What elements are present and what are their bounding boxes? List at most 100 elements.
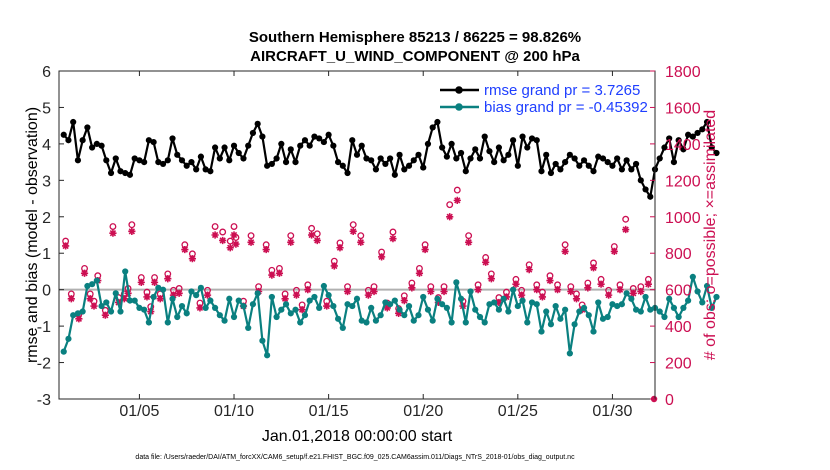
bias-point [420,293,427,301]
obs-possible-marker [446,201,454,209]
bias-point [349,302,356,310]
rmse-point [448,140,455,147]
rmse-point [264,162,271,169]
obs-assimilated-marker [370,287,378,296]
bias-point [297,319,304,326]
bias-point [193,292,200,299]
obs-assimilated-marker [383,304,391,312]
bias-point [230,313,238,321]
rmse-point [614,155,621,162]
bias-point [453,279,460,286]
bias-point [226,295,233,302]
obs-assimilated-marker [637,287,645,296]
bias-point [543,308,550,315]
obs-assimilated-marker [336,244,344,252]
rmse-point [585,162,592,169]
rmse-point [472,146,479,153]
rmse-point [453,155,460,162]
rmse-point [164,157,171,164]
rmse-point [268,160,275,168]
bias-point [514,302,521,310]
chart-title: Southern Hemisphere 85213 / 86225 = 98.8… [249,29,581,46]
obs-assimilated-marker [446,213,454,221]
rmse-point [481,133,488,140]
bias-point [183,310,190,317]
obs-assimilated-marker [287,238,295,246]
rmse-point [174,151,181,158]
obs-possible-marker [453,186,461,194]
bias-point [505,308,512,315]
rmse-point [89,144,96,151]
obs-assimilated-marker [395,309,403,317]
obs-assimilated-marker [377,253,386,261]
rmse-point [306,142,313,149]
rmse-point [211,144,219,151]
obs-assimilated-marker [175,289,183,297]
bias-point [491,299,498,306]
obs-assimilated-marker [268,271,276,279]
rmse-point [334,159,342,166]
bias-point [169,295,176,302]
rmse-point [703,118,711,126]
obs-assimilated-marker [533,286,541,294]
rmse-point [183,162,190,169]
y-right-tick-label: 800 [665,246,692,263]
y-right-tick-label: 600 [665,283,692,300]
bias-point [424,306,432,313]
rmse-point [117,168,124,175]
rmse-point [462,168,469,175]
y-tick-label: 1 [42,246,51,263]
bias-point [221,317,228,324]
obs-assimilated-marker [357,238,365,246]
rmse-point [254,120,261,127]
bias-point [249,301,257,308]
rmse-point [344,169,351,177]
rmse-point [595,153,602,160]
rmse-point [670,159,678,166]
bias-point [131,297,138,304]
obs-assimilated-marker [427,287,435,296]
rmse-point [358,142,365,149]
y-axis-label: rmse and bias (model - observation) [24,107,41,363]
rmse-point [93,140,100,147]
bias-point [273,313,280,321]
rmse-point [387,155,394,162]
obs-assimilated-marker [80,269,89,277]
rmse-point [325,131,332,138]
obs-assimilated-marker [150,278,159,286]
x-tick-label: 01/20 [403,403,443,420]
rmse-point [339,162,346,169]
rmse-point [675,137,682,144]
bias-point [509,286,517,293]
bias-point [595,299,602,306]
rmse-point [685,131,692,138]
rmse-point [391,171,398,178]
bias-point [98,302,105,310]
rmse-point [505,151,512,158]
obs-assimilated-marker [230,231,238,239]
bias-point [524,319,531,326]
obs-assimilated-marker [128,227,136,235]
rmse-point [689,133,696,140]
bias-point [670,304,678,311]
bias-point [628,295,635,302]
bias-point [320,282,327,290]
obs-possible-marker [247,232,255,240]
bias-point [145,319,152,326]
rmse-point [230,142,238,149]
rmse-point [131,155,138,162]
bias-point [382,299,389,306]
y-tick-label: 3 [42,173,51,190]
rmse-point [632,160,640,168]
y-right-tick-label: 1200 [665,173,701,190]
bias-point [590,328,597,335]
bias-point [65,335,72,342]
rmse-point [661,144,668,151]
bias-point [647,306,654,313]
legend: rmse grand pr = 3.7265 bias grand pr = -… [440,82,648,116]
bias-point [694,288,701,295]
bias-point [188,288,195,295]
y-tick-label: -3 [37,392,51,409]
rmse-point [320,138,327,146]
rmse-point [486,148,493,155]
